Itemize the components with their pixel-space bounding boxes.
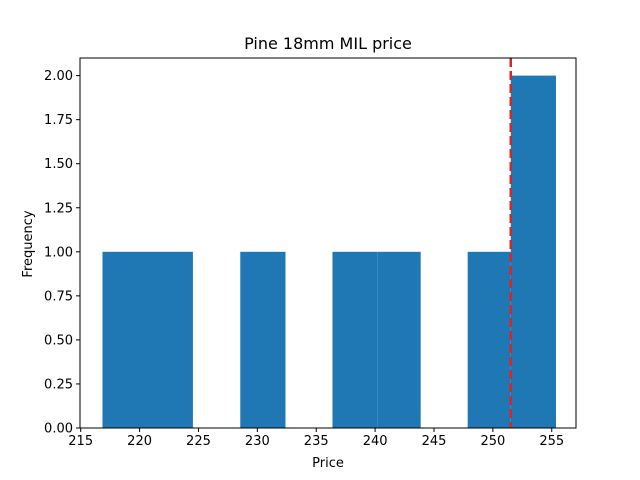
histogram-bar: [240, 251, 286, 428]
x-tick-label: 245: [422, 434, 447, 449]
y-tick-label: 0.25: [44, 377, 73, 392]
x-tick-label: 250: [480, 434, 505, 449]
histogram-bar: [102, 251, 150, 428]
histogram-bar: [467, 251, 511, 428]
histogram-bar: [332, 251, 378, 428]
x-tick-label: 240: [363, 434, 388, 449]
histogram-bar: [510, 75, 556, 428]
x-tick-label: 220: [127, 434, 152, 449]
x-tick-label: 225: [186, 434, 211, 449]
chart-title: Pine 18mm MIL price: [244, 34, 412, 53]
histogram-bar: [377, 251, 421, 428]
x-axis: 215 220 225 230 235 240 245 250 255: [68, 428, 564, 449]
x-tick-label: 215: [68, 434, 93, 449]
y-tick-label: 0.00: [44, 422, 73, 437]
y-axis: 0.00 0.25 0.50 0.75 1.00 1.25 1.50 1.75 2.00: [44, 69, 80, 437]
x-tick-label: 230: [245, 434, 270, 449]
y-tick-label: 1.25: [44, 201, 73, 216]
x-tick-label: 235: [304, 434, 329, 449]
plot-frame: [79, 57, 577, 429]
y-tick-label: 1.00: [44, 245, 73, 260]
x-axis-label: Price: [312, 456, 344, 471]
plot-area: [102, 58, 556, 428]
histogram-bar: [149, 251, 193, 428]
y-tick-label: 2.00: [44, 69, 73, 84]
x-tick-label: 255: [539, 434, 564, 449]
y-axis-label: Frequency: [21, 210, 36, 277]
y-tick-label: 1.75: [44, 113, 73, 128]
y-tick-label: 0.50: [44, 333, 73, 348]
y-tick-label: 1.50: [44, 157, 73, 172]
y-tick-label: 0.75: [44, 289, 73, 304]
